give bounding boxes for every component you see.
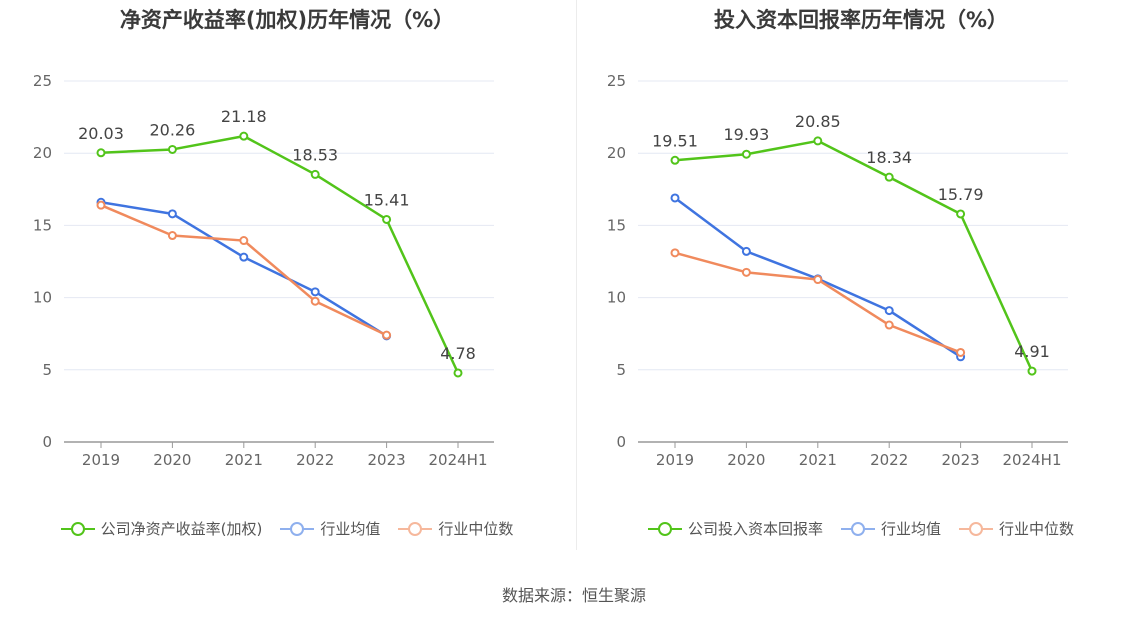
legend-item-company[interactable]: 公司投入资本回报率 — [647, 518, 823, 539]
y-tick-label: 5 — [42, 361, 52, 379]
data-point-median — [96, 200, 106, 210]
chart-title: 净资产收益率(加权)历年情况（%） — [119, 8, 455, 32]
roe-chart-plot: 0 5 10 15 20 25 2019 2020 2021 2022 2023 2024H1 20.0… — [33, 72, 494, 469]
chart-legend: 公司净资产收益率(加权) 行业均值 行业中位数 — [0, 518, 574, 539]
legend-label: 行业中位数 — [999, 520, 1075, 538]
data-label: 18.34 — [866, 148, 912, 167]
data-source-note: 数据来源：恒生聚源 — [501, 586, 646, 605]
data-label: 19.51 — [652, 131, 698, 150]
x-tick-label: 2021 — [799, 451, 837, 469]
data-point-median — [167, 231, 177, 241]
x-tick-label: 2019 — [82, 451, 120, 469]
data-point-company — [813, 136, 823, 146]
data-point-company — [884, 172, 894, 182]
legend-label: 公司净资产收益率(加权) — [100, 520, 263, 538]
data-point-median — [741, 267, 751, 277]
data-point-company — [310, 169, 320, 179]
x-tick-label: 2020 — [727, 451, 765, 469]
legend-item-company[interactable]: 公司净资产收益率(加权) — [60, 518, 263, 539]
y-tick-label: 5 — [616, 361, 626, 379]
data-point-median — [310, 296, 320, 306]
data-point-median — [884, 320, 894, 330]
y-tick-label: 20 — [33, 144, 52, 162]
data-label: 4.91 — [1014, 342, 1050, 361]
series-line-median — [674, 251, 962, 354]
data-label: 20.26 — [149, 120, 195, 139]
legend-company-marker-icon — [60, 521, 95, 536]
chart-title: 投入资本回报率历年情况（%） — [713, 8, 1009, 32]
x-tick-label: 2024H1 — [429, 451, 488, 469]
data-point-company — [239, 131, 249, 141]
data-point-avg — [167, 209, 177, 219]
x-tick-label: 2024H1 — [1003, 451, 1062, 469]
legend-label: 行业均值 — [320, 520, 381, 538]
x-tick-label: 2021 — [225, 451, 263, 469]
data-point-avg — [670, 193, 680, 203]
x-tick-label: 2020 — [153, 451, 191, 469]
y-tick-label: 25 — [607, 72, 626, 90]
data-point-median — [239, 236, 249, 246]
legend-item-avg[interactable]: 行业均值 — [840, 518, 941, 539]
legend-avg-marker-icon — [840, 521, 875, 536]
data-point-company — [382, 214, 392, 224]
roic-chart-plot: 0 5 10 15 20 25 2019 2020 2021 2022 2023 2024H1 19.5… — [607, 72, 1068, 469]
legend-median-marker-icon — [959, 521, 993, 536]
legend-label: 行业中位数 — [438, 520, 514, 538]
data-point-company — [1027, 366, 1037, 376]
roe-chart-panel: 净资产收益率(加权)历年情况（%） 0 5 10 15 20 25 2019 2020 2021… — [0, 0, 574, 560]
y-tick-label: 15 — [33, 216, 52, 234]
x-tick-label: 2023 — [942, 451, 980, 469]
y-tick-label: 0 — [616, 433, 626, 451]
x-tick-label: 2019 — [656, 451, 694, 469]
data-point-company — [96, 148, 106, 158]
series-line-company — [100, 134, 460, 374]
legend-item-median[interactable]: 行业中位数 — [959, 518, 1074, 539]
legend-item-median[interactable]: 行业中位数 — [398, 518, 513, 539]
y-tick-label: 25 — [33, 72, 52, 90]
data-point-median — [956, 347, 966, 357]
data-point-avg — [884, 306, 894, 316]
data-point-median — [382, 330, 392, 340]
series-line-company — [674, 139, 1034, 372]
data-point-avg — [310, 287, 320, 297]
legend-label: 行业均值 — [880, 520, 941, 538]
data-label: 4.78 — [440, 344, 476, 363]
data-point-avg — [741, 246, 751, 256]
legend-avg-marker-icon — [280, 521, 315, 536]
data-point-company — [167, 144, 177, 154]
y-tick-label: 10 — [33, 289, 52, 307]
x-tick-label: 2023 — [368, 451, 406, 469]
data-label: 21.18 — [221, 107, 267, 126]
data-point-company — [956, 209, 966, 219]
data-point-company — [670, 155, 680, 165]
data-point-avg — [239, 252, 249, 262]
data-label: 15.41 — [364, 190, 410, 209]
data-label: 18.53 — [292, 145, 338, 164]
x-tick-label: 2022 — [296, 451, 334, 469]
roic-chart-panel: 投入资本回报率历年情况（%） 0 5 10 15 20 25 2019 2020 2021 202… — [574, 0, 1148, 560]
y-tick-label: 0 — [42, 433, 52, 451]
y-tick-label: 20 — [607, 144, 626, 162]
data-label: 20.85 — [795, 112, 841, 131]
y-tick-label: 10 — [607, 289, 626, 307]
data-point-company — [453, 368, 463, 378]
legend-label: 公司投入资本回报率 — [687, 520, 823, 538]
data-label: 19.93 — [723, 125, 769, 144]
x-tick-label: 2022 — [870, 451, 908, 469]
y-tick-label: 15 — [607, 216, 626, 234]
data-label: 15.79 — [938, 185, 984, 204]
data-point-median — [670, 248, 680, 258]
chart-legend: 公司投入资本回报率 行业均值 行业中位数 — [574, 518, 1148, 539]
legend-company-marker-icon — [647, 521, 682, 536]
data-label: 20.03 — [78, 124, 124, 143]
data-point-median — [813, 275, 823, 285]
panel-divider — [576, 0, 577, 550]
legend-median-marker-icon — [398, 521, 433, 536]
data-point-company — [741, 149, 751, 159]
series-line-median — [100, 204, 388, 337]
legend-item-avg[interactable]: 行业均值 — [280, 518, 380, 539]
